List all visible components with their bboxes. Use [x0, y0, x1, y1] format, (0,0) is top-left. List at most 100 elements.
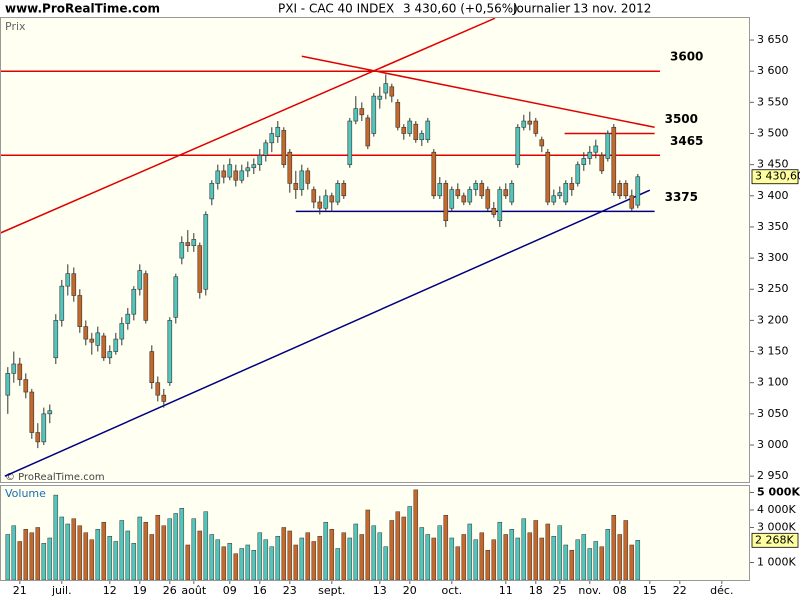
x-tick-label: 12 [103, 584, 117, 597]
volume-bar [239, 548, 245, 580]
candle-body [497, 189, 503, 222]
volume-bar [533, 520, 539, 580]
candle-body [89, 338, 95, 343]
volume-bar [5, 534, 11, 580]
candle-body [323, 195, 329, 209]
volume-bar [629, 544, 635, 580]
candle-body [23, 379, 29, 393]
x-tick-label: juil. [51, 584, 72, 597]
candle-body [197, 245, 203, 293]
volume-bar [389, 520, 395, 580]
candle-body [569, 183, 575, 190]
volume-bar [479, 532, 485, 580]
candle-body [485, 189, 491, 209]
volume-bar [527, 532, 533, 580]
candle-body [449, 189, 455, 209]
volume-bar [101, 521, 107, 580]
volume-bar [167, 518, 173, 580]
y-tick-label: 3 100 [757, 376, 789, 389]
candle-body [179, 242, 185, 259]
volume-bar [437, 525, 443, 580]
volume-bar [557, 525, 563, 580]
candle-body [239, 170, 245, 181]
candle-body [455, 189, 461, 197]
candle-body [95, 332, 101, 346]
panel-label: Volume [5, 487, 46, 500]
date: 13 nov. 2012 [573, 2, 651, 16]
quote: 3 430,60 (+0,56%) [403, 2, 518, 16]
volume-bar [449, 537, 455, 580]
volume-bar [59, 516, 65, 580]
candle-body [215, 170, 221, 184]
candle-body [341, 183, 347, 197]
volume-bar [125, 530, 131, 580]
volume-bar [605, 528, 611, 580]
candle-body [185, 242, 191, 246]
candle-body [503, 189, 509, 197]
volume-tick-label: 4 000K [757, 503, 796, 516]
volume-tick-label: 3 000K [757, 520, 796, 533]
volume-bar [515, 537, 521, 580]
candle-body [407, 120, 413, 134]
candle-body [101, 335, 107, 359]
candle-body [59, 285, 65, 321]
volume-bar [623, 520, 629, 580]
y-tick-label: 3 250 [757, 282, 789, 295]
candle-body [443, 183, 449, 222]
candle-body [203, 214, 209, 290]
period: Journalier [512, 2, 570, 16]
x-tick-label: 20 [403, 584, 417, 597]
y-tick-label: 3 350 [757, 220, 789, 233]
volume-bar [509, 528, 515, 580]
watermark: © ProRealTime.com [5, 472, 105, 483]
volume-bar [41, 542, 47, 580]
volume-bar [353, 523, 359, 580]
x-tick-label: 26 [163, 584, 177, 597]
price-plot [1, 18, 660, 477]
candle-body [509, 183, 515, 203]
volume-bar [251, 549, 257, 580]
volume-bar [155, 514, 161, 580]
x-tick-label: 22 [673, 584, 687, 597]
last-value-label: 2 268K [755, 533, 794, 546]
candle-body [527, 120, 533, 125]
volume-bar [359, 534, 365, 580]
volume-bar [365, 509, 371, 580]
volume-bar [377, 532, 383, 580]
candle-body [365, 117, 371, 147]
candle-body [617, 183, 623, 197]
candle-body [581, 158, 587, 165]
volume-bar [29, 532, 35, 580]
candle-body [575, 164, 581, 184]
candle-body [5, 373, 11, 396]
x-tick-label: 23 [283, 584, 297, 597]
price-panel [0, 17, 750, 483]
volume-bar [161, 525, 167, 580]
trendline [301, 55, 655, 129]
y-tick-label: 2 950 [757, 469, 789, 482]
trendline [4, 189, 651, 477]
x-tick-label: sept. [318, 584, 345, 597]
last-value-box [751, 532, 799, 548]
candle-body [53, 320, 59, 359]
volume-bar [317, 535, 323, 580]
candle-body [287, 151, 293, 184]
volume-bar [107, 535, 113, 580]
candle-body [467, 189, 473, 203]
volume-bar [95, 528, 101, 580]
volume-bar [617, 534, 623, 580]
candle-body [545, 151, 551, 203]
candle-body [191, 239, 197, 246]
candle-body [119, 323, 125, 340]
candle-body [353, 108, 359, 122]
volume-bar [293, 544, 299, 580]
volume-bar [503, 534, 509, 580]
x-tick-label: 18 [529, 584, 543, 597]
level-label: 3500 [665, 112, 698, 126]
volume-bar [137, 516, 143, 580]
volume-tick-label: 5 000K [757, 485, 800, 498]
candle-body [521, 120, 527, 128]
volume-bar [539, 537, 545, 580]
volume-bar [71, 518, 77, 580]
candle-body [47, 410, 53, 415]
